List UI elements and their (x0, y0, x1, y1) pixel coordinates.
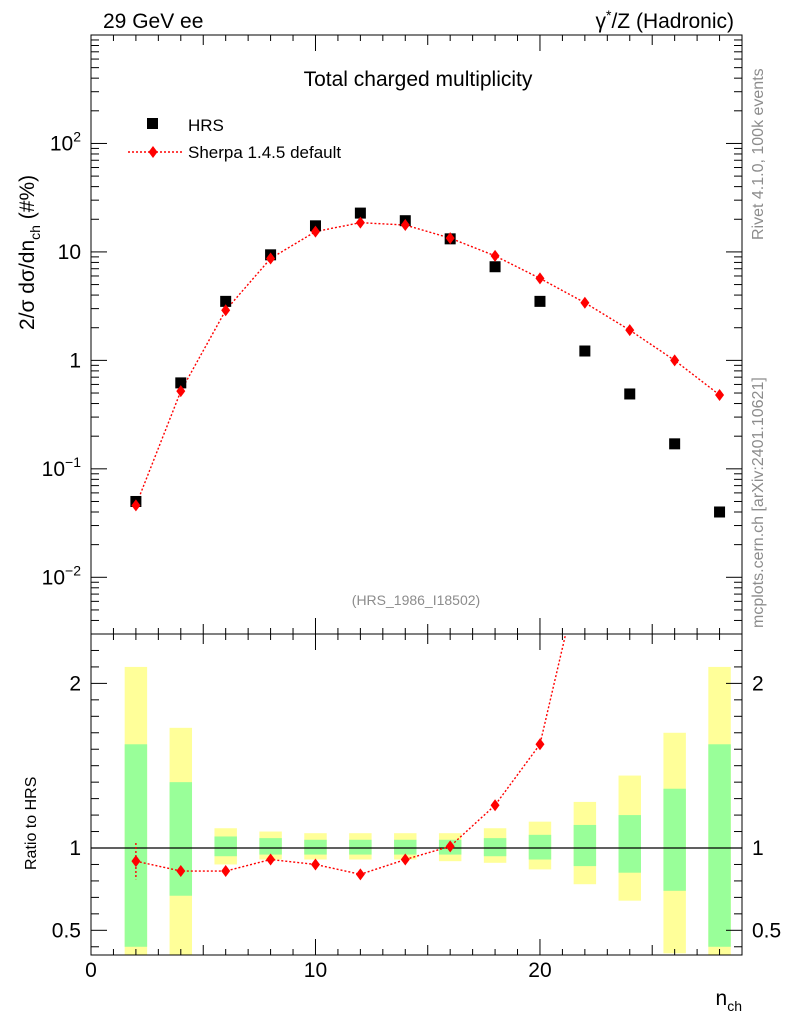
ratio-mc-point (176, 865, 186, 878)
mc-point (131, 499, 141, 512)
main-panel: 10−2 10−1 1 10 102 HRS Sherpa 1.4.5 default T… (16, 34, 743, 635)
ratio-band-inner (618, 815, 641, 873)
ratio-y-tick-label-right: 2 (752, 672, 764, 695)
ratio-band-inner (483, 838, 507, 857)
analysis-id: (HRS_1986_I18502) (352, 592, 480, 608)
y-tick-label: 10−2 (42, 562, 82, 589)
mc-point (625, 324, 635, 337)
mcplots-label: mcplots.cern.ch [arXiv:2401.10621] (750, 377, 767, 628)
y-tick-label: 10 (58, 241, 81, 264)
mc-point (221, 304, 231, 317)
legend-mc-label: Sherpa 1.4.5 default (188, 143, 341, 162)
x-tick-label: 0 (85, 959, 97, 982)
hrs-point (354, 207, 366, 219)
ratio-band-inner (573, 824, 597, 867)
legend-hrs-label: HRS (188, 116, 224, 135)
y-tick-label: 10−1 (42, 454, 82, 481)
legend-mc-marker (148, 146, 158, 158)
ratio-band-inner (349, 839, 372, 855)
mc-point (580, 296, 590, 309)
ratio-band-inner (124, 744, 148, 947)
hrs-point (579, 345, 591, 357)
mc-point (670, 354, 680, 367)
hrs-point (669, 438, 681, 450)
mc-point (266, 252, 276, 265)
ratio-y-tick-label: 0.5 (52, 919, 81, 942)
ratio-band-inner (169, 782, 193, 896)
main-y-axis-label: 2/σ dσ/dnch (#%) (16, 175, 43, 330)
mc-point (535, 272, 545, 285)
y-tick-label: 1 (69, 349, 81, 372)
x-axis-label: nch (716, 987, 742, 1014)
legend-hrs-marker (147, 118, 158, 129)
ratio-mc-point (266, 853, 276, 866)
y-tick-label: 102 (50, 128, 81, 155)
ratio-bands (124, 666, 731, 955)
mc-point (715, 388, 725, 401)
ratio-axes: 0 10 20 0.5 0.5 1 1 2 2 (52, 633, 781, 982)
ratio-mc-point (535, 738, 545, 751)
ratio-band-inner (259, 838, 282, 855)
ratio-band-inner (214, 836, 237, 857)
ratio-points (131, 738, 545, 881)
mc-point (310, 225, 320, 238)
mc-series-line (135, 221, 720, 506)
ratio-panel: 0 10 20 0.5 0.5 1 1 2 2 Ratio to HRS nch (23, 633, 781, 1014)
ratio-y-tick-label-right: 0.5 (752, 919, 781, 942)
ratio-mc-point (490, 799, 500, 812)
mc-point (176, 385, 186, 398)
legend: HRS Sherpa 1.4.5 default (128, 116, 341, 162)
mc-point (400, 219, 410, 232)
main-axes: 10−2 10−1 1 10 102 (42, 34, 743, 635)
header-left: 29 GeV ee (103, 10, 203, 33)
x-tick-label: 20 (528, 959, 551, 982)
ratio-mc-point (221, 865, 231, 878)
mc-point (490, 249, 500, 262)
ratio-band-inner (394, 839, 417, 855)
x-tick-label: 10 (304, 959, 327, 982)
ratio-y-axis-label: Ratio to HRS (23, 777, 40, 870)
main-points (130, 207, 726, 518)
hrs-point (624, 388, 636, 400)
mc-point (445, 232, 455, 245)
mc-point (355, 216, 365, 229)
ratio-band-inner (708, 744, 731, 947)
hrs-point (534, 295, 546, 307)
hrs-point (489, 261, 501, 273)
hrs-point (175, 377, 187, 389)
ratio-mc-point (131, 855, 141, 868)
chart-title: Total charged multiplicity (304, 68, 533, 91)
ratio-band-inner (528, 834, 552, 860)
ratio-band-inner (304, 839, 327, 855)
ratio-frame (90, 633, 743, 956)
ratio-y-tick-label: 2 (69, 672, 81, 695)
hrs-point (220, 295, 232, 307)
header-right: γ*/Z (Hadronic) (596, 7, 734, 33)
ratio-mc-point (310, 858, 320, 871)
main-mc-line (135, 221, 720, 506)
ratio-mc-point (445, 840, 455, 853)
ratio-band-inner (663, 788, 686, 891)
hrs-point (714, 506, 726, 518)
rivet-label: Rivet 4.1.0, 100k events (750, 68, 767, 240)
ratio-y-tick-label-right: 1 (752, 837, 764, 860)
ratio-y-tick-label: 1 (69, 837, 81, 860)
ratio-mc-point (355, 868, 365, 881)
ratio-mc-point (400, 853, 410, 866)
